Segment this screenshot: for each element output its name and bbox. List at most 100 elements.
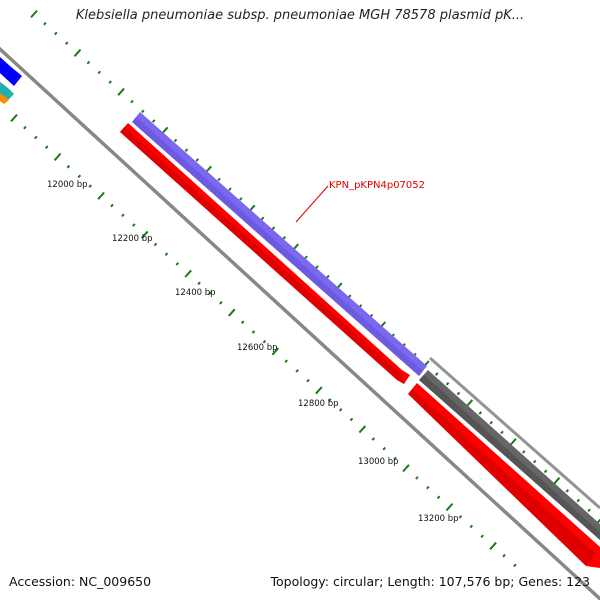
minor-tick — [513, 563, 517, 568]
gene-label[interactable]: KPN_pKPN4p07052 — [329, 180, 425, 191]
position-label: 12600 bp — [237, 343, 278, 353]
position-label: 12800 bp — [298, 399, 339, 409]
minor-tick — [34, 135, 38, 140]
minor-tick — [141, 109, 145, 114]
major-tick — [184, 269, 192, 278]
minor-tick — [587, 508, 591, 513]
minor-tick — [262, 339, 267, 344]
minor-tick — [382, 446, 386, 451]
minor-tick — [284, 359, 288, 363]
minor-tick — [295, 369, 299, 373]
minor-tick — [565, 489, 570, 493]
gene-label-leader — [295, 185, 329, 223]
minor-tick — [151, 119, 156, 123]
minor-tick — [173, 138, 178, 143]
minor-tick — [532, 459, 537, 464]
minor-tick — [217, 177, 221, 182]
position-label: 13200 bp — [418, 514, 459, 524]
minor-tick — [121, 213, 125, 218]
minor-tick — [219, 301, 223, 305]
minor-tick — [271, 226, 276, 230]
outer-ticks — [30, 9, 600, 525]
minor-tick — [208, 291, 212, 295]
minor-tick — [54, 31, 58, 36]
minor-tick — [306, 378, 310, 383]
position-label: 12400 bp — [175, 288, 216, 298]
gene-blue[interactable] — [0, 48, 22, 86]
minor-tick — [393, 456, 397, 461]
minor-tick — [500, 430, 504, 435]
position-label: 12000 bp — [47, 180, 88, 190]
minor-tick — [228, 187, 232, 191]
minor-tick — [184, 148, 189, 152]
position-labels: 12000 bp 12200 bp 12400 bp 12600 bp 1280… — [47, 180, 459, 524]
minor-tick — [240, 320, 245, 325]
minor-tick — [522, 450, 526, 454]
major-tick — [445, 503, 454, 512]
minor-tick — [371, 437, 376, 441]
gene-orange[interactable] — [0, 86, 9, 104]
major-tick — [271, 347, 280, 356]
minor-tick — [164, 252, 169, 256]
minor-tick — [108, 80, 112, 84]
minor-tick — [110, 203, 114, 208]
major-tick — [140, 230, 149, 239]
minor-tick — [304, 255, 308, 260]
minor-tick — [130, 99, 134, 104]
minor-tick — [469, 524, 474, 529]
major-tick — [30, 9, 38, 19]
major-tick — [117, 87, 125, 96]
minor-tick — [543, 469, 548, 474]
minor-tick — [480, 534, 484, 539]
minor-tick — [478, 411, 483, 415]
minor-tick — [195, 158, 200, 162]
minor-tick — [434, 372, 439, 376]
minor-tick — [489, 420, 493, 425]
major-tick — [10, 113, 18, 123]
minor-tick — [458, 515, 463, 519]
major-tick — [358, 425, 367, 434]
minor-tick — [77, 174, 82, 179]
backbone-inner — [0, 46, 600, 600]
minor-tick — [175, 262, 180, 266]
major-tick — [53, 152, 62, 161]
reverse-gene-2[interactable] — [408, 383, 600, 568]
forward-gene[interactable] — [132, 112, 427, 376]
minor-tick — [197, 281, 201, 286]
minor-tick — [338, 408, 343, 412]
major-tick — [402, 464, 410, 473]
minor-tick — [349, 417, 354, 422]
minor-tick — [347, 294, 352, 298]
minor-tick — [64, 41, 69, 45]
major-tick — [489, 541, 497, 550]
reverse-gene-1[interactable] — [120, 123, 410, 384]
major-tick — [97, 191, 105, 200]
minor-tick — [426, 485, 430, 490]
accession-text: Accession: NC_009650 — [9, 574, 152, 589]
minor-tick — [456, 391, 461, 396]
minor-tick — [502, 553, 506, 558]
minor-tick — [132, 223, 136, 227]
major-tick — [73, 48, 82, 57]
minor-tick — [445, 381, 450, 386]
position-label: 13000 bp — [358, 457, 399, 467]
minor-tick — [251, 330, 256, 334]
minor-tick — [153, 242, 158, 247]
minor-tick — [88, 184, 92, 188]
minor-tick — [43, 21, 47, 26]
minor-tick — [239, 197, 243, 201]
minor-tick — [282, 236, 287, 240]
minor-tick — [315, 265, 319, 269]
minor-tick — [260, 216, 265, 221]
major-tick — [228, 308, 236, 317]
minor-tick — [97, 70, 102, 75]
minor-tick — [66, 164, 71, 169]
major-tick — [315, 386, 323, 395]
minor-tick — [44, 145, 49, 149]
gene-cyan[interactable] — [0, 74, 14, 100]
minor-tick — [326, 274, 330, 279]
gray-gene[interactable] — [419, 370, 600, 540]
minor-tick — [576, 498, 580, 503]
